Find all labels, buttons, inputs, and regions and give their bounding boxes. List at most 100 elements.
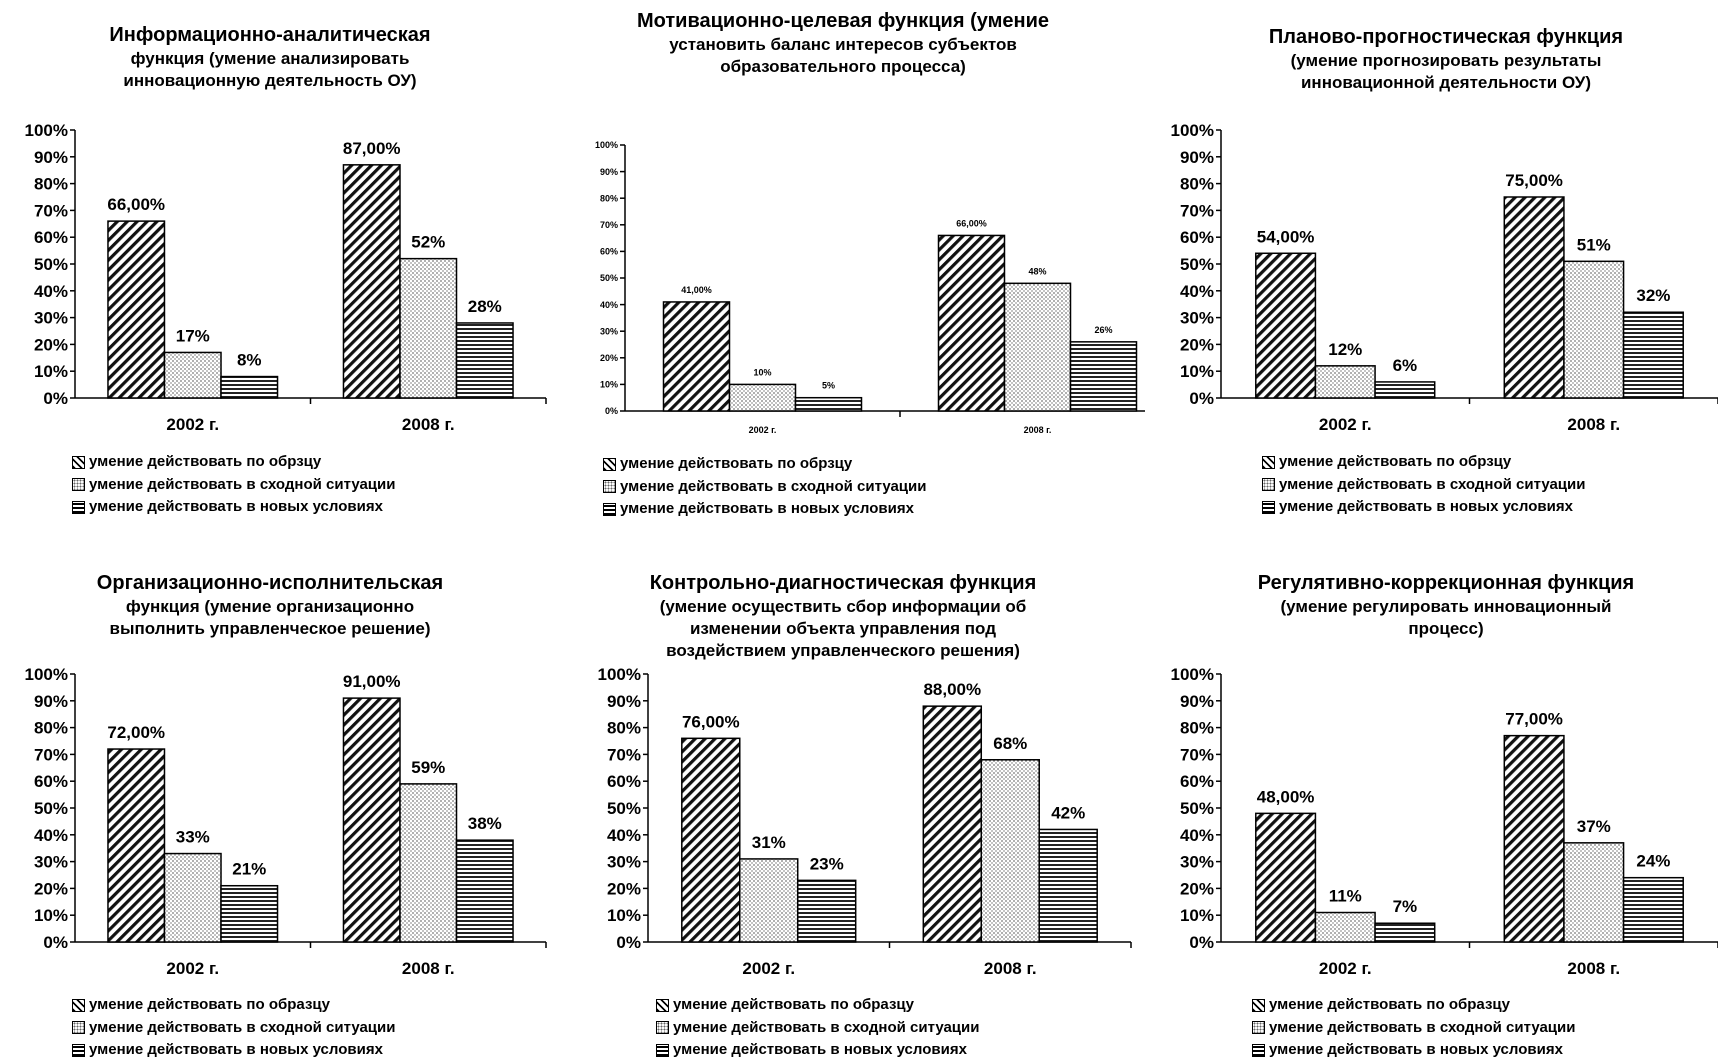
y-axis-tick-label: 70% [34,745,68,764]
legend-item: умение действовать в новых условиях [656,1039,979,1062]
x-axis-category-label: 2008 г. [402,415,455,434]
y-axis-tick-label: 80% [607,719,641,738]
y-axis-tick-label: 50% [34,799,68,818]
legend-label: умение действовать в сходной ситуации [89,1018,396,1036]
chart-legend: умение действовать по образцу умение дей… [656,994,979,1062]
y-axis-tick-label: 20% [1180,335,1214,354]
bar-horizontal [794,396,863,412]
bar-value-label: 42% [1051,803,1085,822]
legend-item: умение действовать в новых условиях [1262,496,1585,519]
chart-subtitle-line: функция (умение организационно [125,597,415,616]
chart-title: Мотивационно-целевая функция (умение уст… [613,8,1073,78]
y-axis-tick-label: 60% [34,228,68,247]
legend-label: умение действовать в сходной ситуации [1279,475,1586,493]
bar-value-label: 66,00% [956,218,987,228]
y-axis-tick-label: 0% [616,933,641,952]
bar-value-label: 59% [411,758,445,777]
chart-title: Контрольно-диагностическая функция (умен… [613,570,1073,662]
y-axis-tick-label: 100% [25,121,68,140]
bar-dotted [163,852,222,943]
chart-subtitle-line: (умение прогнозировать результаты [1290,51,1602,70]
chart-subtitle-line: (умение осуществить сбор информации об [659,597,1027,616]
legend-label: умение действовать по обрзцу [1279,453,1512,470]
legend-item: умение действовать в сходной ситуации [1252,1017,1575,1040]
bar-value-label: 68% [993,734,1027,753]
y-axis-tick-label: 90% [600,167,618,177]
chart-title: Регулятивно-коррекционная функция (умени… [1226,570,1666,640]
bar-horizontal [1038,828,1098,943]
legend-swatch-dotted [603,480,616,494]
x-axis-category-label: 2008 г. [1567,959,1620,978]
bar-value-label: 5% [822,381,835,391]
legend-label: умение действовать по образцу [89,996,330,1013]
y-axis-tick-label: 20% [34,335,68,354]
bar-value-label: 41,00% [681,285,712,295]
legend-swatch-horizontal [656,1043,669,1057]
y-axis-tick-label: 30% [607,853,641,872]
bar-value-label: 38% [468,814,502,833]
bar-diagonal [1503,196,1565,399]
bar-chart-svg: 0% 10% 20% 30% 40% 50% 60% 70% 80% 90% 100% 54,00% 1… [1171,121,1718,434]
bar-value-label: 33% [176,828,210,847]
y-axis-tick-label: 10% [600,380,618,390]
y-axis-tick-label: 40% [34,826,68,845]
y-axis-tick-label: 0% [43,389,68,408]
legend-swatch-dotted [1252,1021,1265,1035]
y-axis-tick-label: 0% [1189,389,1214,408]
bar-value-label: 21% [232,860,266,879]
y-axis-tick-label: 100% [1171,121,1214,140]
legend-label: умение действовать в новых условиях [1269,1041,1563,1058]
bar-value-label: 37% [1577,817,1611,836]
x-axis-category-label: 2002 г. [1319,959,1372,978]
bar-value-label: 76,00% [682,712,740,731]
bar-chart-svg: 0% 10% 20% 30% 40% 50% 60% 70% 80% 90% 100% 72,00% 3… [25,665,547,978]
y-axis-tick-label: 40% [600,300,618,310]
y-axis-tick-label: 10% [34,906,68,925]
bar-diagonal [1503,734,1565,943]
y-axis-tick-label: 80% [1180,719,1214,738]
bar-value-label: 72,00% [107,723,165,742]
y-axis-tick-label: 40% [34,282,68,301]
bar-horizontal [1622,876,1684,943]
chart-title-main: Контрольно-диагностическая функция [649,572,1037,594]
y-axis-tick-label: 70% [1180,201,1214,220]
y-axis-tick-label: 20% [607,879,641,898]
bar-value-label: 10% [753,367,771,377]
bar-value-label: 87,00% [343,139,401,158]
x-axis-category-label: 2002 г. [166,959,219,978]
legend-label: умение действовать в новых условиях [1279,498,1573,515]
bar-dotted [980,759,1040,943]
bar-value-label: 48,00% [1257,787,1315,806]
legend-swatch-dotted [1262,478,1275,492]
legend-swatch-diagonal [72,455,85,469]
legend-label: умение действовать в сходной ситуации [89,475,396,493]
bar-dotted [1003,282,1072,412]
legend-item: умение действовать по образцу [656,994,979,1017]
bar-dotted [1314,911,1376,943]
x-axis-category-label: 2008 г. [984,959,1037,978]
legend-label: умение действовать по образцу [673,996,914,1013]
chart-subtitle-line: выполнить управленческое решение) [109,619,431,639]
legend-label: умение действовать в новых условиях [673,1041,967,1058]
legend-swatch-horizontal [1262,500,1275,514]
y-axis-tick-label: 60% [1180,228,1214,247]
bar-horizontal [1069,341,1138,412]
y-axis-tick-label: 70% [607,745,641,764]
y-axis-tick-label: 80% [34,175,68,194]
bar-diagonal [1255,812,1317,943]
bar-horizontal [1374,922,1436,943]
chart-subtitle-line: (умение регулировать инновационный [1280,597,1612,616]
chart-legend: умение действовать по образцу умение дей… [1252,994,1575,1062]
bar-value-label: 32% [1636,286,1670,305]
y-axis-tick-label: 70% [1180,745,1214,764]
chart-subtitle-line: образовательного процесса) [720,57,966,77]
y-axis-tick-label: 80% [34,719,68,738]
legend-item: умение действовать по обрзцу [603,453,926,476]
chart-legend: умение действовать по обрзцу умение дейс… [603,453,926,521]
y-axis-tick-label: 30% [34,853,68,872]
legend-swatch-diagonal [656,998,669,1012]
y-axis-tick-label: 60% [600,247,618,257]
bar-value-label: 75,00% [1505,171,1563,190]
chart-title: Планово-прогностическая функция (умение … [1226,24,1666,94]
chart-title: Информационно-аналитическая функция (уме… [60,22,480,92]
